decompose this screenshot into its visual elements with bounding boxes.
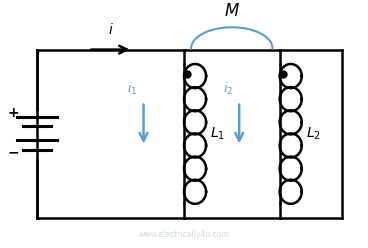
Text: −: − [7, 146, 19, 159]
Text: $M$: $M$ [224, 2, 240, 20]
Text: www.electrically4u.com: www.electrically4u.com [139, 230, 229, 239]
Text: $L_1$: $L_1$ [210, 126, 226, 142]
Text: $L_2$: $L_2$ [306, 126, 321, 142]
Text: $i_1$: $i_1$ [127, 81, 138, 97]
Text: $i$: $i$ [107, 22, 113, 37]
Text: $i_2$: $i_2$ [223, 81, 233, 97]
Text: +: + [7, 106, 19, 120]
